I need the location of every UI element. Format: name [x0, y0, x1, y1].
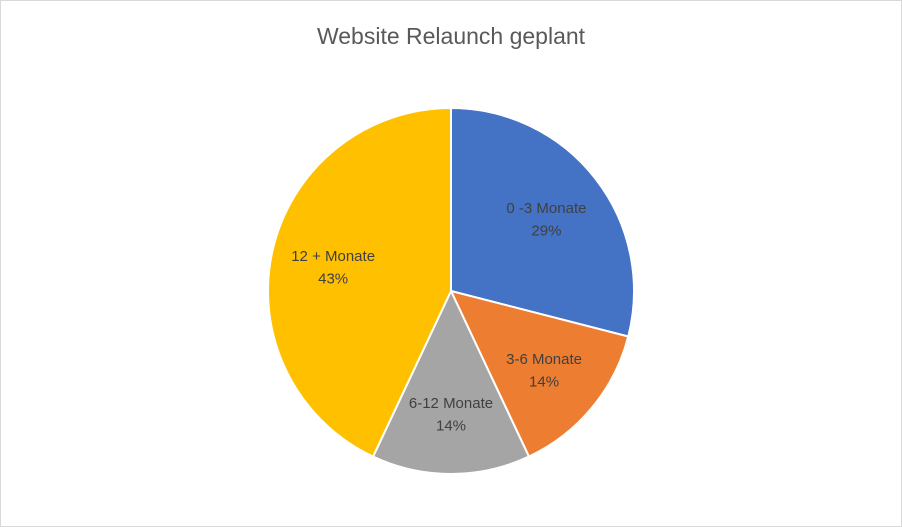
- slice-value: 14%: [436, 418, 466, 435]
- pie-slice: [267, 106, 452, 458]
- slice-name: 3-6 Monate: [506, 351, 582, 368]
- pie-slice: [450, 106, 635, 338]
- slice-name: 0 -3 Monate: [506, 200, 586, 217]
- data-label: 3-6 Monate 14%: [506, 351, 582, 391]
- slice-name: 12 + Monate: [291, 248, 375, 265]
- data-label: 0 -3 Monate 29%: [506, 200, 586, 240]
- slice-value: 43%: [318, 270, 348, 287]
- slice-name: 6-12 Monate: [409, 395, 493, 412]
- pie: 0 -3 Monate 29% 3-6 Monate 14% 6-12 Monate 14…: [267, 106, 635, 475]
- slice-value: 14%: [529, 374, 559, 391]
- pie-slice: [371, 288, 531, 475]
- data-label: 12 + Monate 43%: [291, 248, 375, 288]
- pie-slice: [449, 289, 630, 458]
- chart-title: Website Relaunch geplant: [317, 23, 586, 49]
- slice-value: 29%: [531, 223, 561, 240]
- data-label: 6-12 Monate 14%: [409, 395, 493, 435]
